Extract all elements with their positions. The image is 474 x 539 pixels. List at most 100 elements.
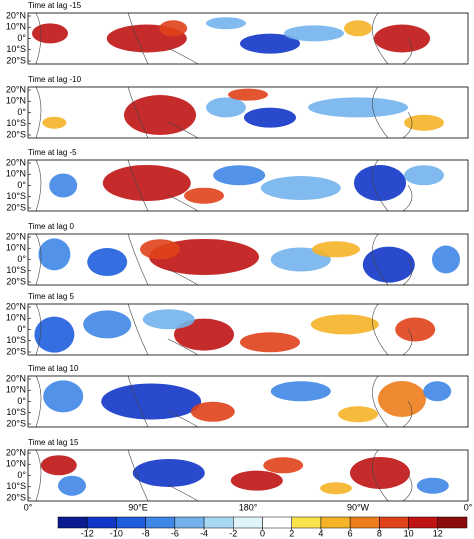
colorbar-label: -8 bbox=[142, 528, 150, 538]
colorbar-label: -10 bbox=[110, 528, 123, 538]
anomaly-blob bbox=[132, 458, 205, 487]
colorbar-box bbox=[86, 516, 117, 529]
anomaly-blob bbox=[378, 380, 426, 417]
anomaly-blob bbox=[190, 401, 235, 422]
anomaly-blob bbox=[58, 475, 86, 496]
colorbar-box bbox=[233, 516, 263, 529]
lat-label: 20°S bbox=[6, 55, 26, 65]
coastline bbox=[35, 450, 413, 501]
panel-title: Time at lag 5 bbox=[28, 292, 74, 301]
lat-label: 10°S bbox=[6, 335, 26, 345]
colorbar-label: -2 bbox=[229, 528, 237, 538]
anomaly-blob bbox=[142, 309, 195, 330]
coastline bbox=[35, 304, 413, 355]
lat-label: 20°N bbox=[6, 157, 26, 167]
colorbar-label: 10 bbox=[404, 528, 414, 538]
anomaly-blob bbox=[230, 470, 283, 491]
coastline bbox=[35, 13, 413, 64]
field bbox=[35, 450, 449, 501]
field bbox=[32, 13, 430, 64]
colorbar-box bbox=[320, 516, 351, 529]
field bbox=[35, 160, 444, 211]
colorbar-label: -12 bbox=[81, 528, 94, 538]
colorbar-box bbox=[145, 516, 176, 529]
anomaly-blob bbox=[206, 17, 246, 30]
anomaly-blob bbox=[43, 380, 84, 413]
anomaly-blob bbox=[101, 383, 202, 420]
colorbar-label: 12 bbox=[433, 528, 443, 538]
lat-label: 0° bbox=[17, 396, 26, 406]
anomaly-blob bbox=[159, 20, 188, 37]
anomaly-blob bbox=[140, 239, 180, 260]
anomaly-blob bbox=[34, 316, 75, 353]
lat-label: 20°S bbox=[6, 346, 26, 356]
colorbar-label: 8 bbox=[377, 528, 382, 538]
colorbar-box bbox=[262, 516, 292, 529]
lon-label: 180° bbox=[239, 502, 258, 512]
panel-title: Time at lag -15 bbox=[28, 1, 82, 10]
anomaly-blob bbox=[338, 406, 378, 423]
field bbox=[34, 304, 436, 355]
colorbar-label: 6 bbox=[348, 528, 353, 538]
lat-label: 0° bbox=[17, 180, 26, 190]
lat-label: 0° bbox=[17, 33, 26, 43]
lat-label: 10°N bbox=[6, 169, 26, 179]
lon-label: 90°E bbox=[128, 502, 148, 512]
anomaly-blob bbox=[206, 97, 246, 118]
lon-label: 0° bbox=[464, 502, 473, 512]
anomaly-blob bbox=[350, 456, 410, 489]
anomaly-blob bbox=[260, 176, 341, 201]
coastline bbox=[35, 234, 413, 285]
colorbar-box bbox=[116, 516, 146, 529]
lat-label: 0° bbox=[17, 470, 26, 480]
lat-label: 20°S bbox=[6, 492, 26, 502]
anomaly-blob bbox=[344, 20, 372, 37]
colorbar-box bbox=[349, 516, 380, 529]
field bbox=[35, 376, 452, 427]
panel-title: Time at lag 0 bbox=[28, 222, 74, 231]
lat-label: 10°S bbox=[6, 265, 26, 275]
anomaly-blob bbox=[240, 33, 300, 54]
lat-label: 10°N bbox=[6, 22, 26, 32]
anomaly-blob bbox=[42, 116, 67, 129]
lat-label: 10°S bbox=[6, 481, 26, 491]
lat-label: 10°S bbox=[6, 118, 26, 128]
coastline bbox=[35, 87, 413, 138]
lat-label: 20°N bbox=[6, 10, 26, 20]
colorbar-label: 0 bbox=[260, 528, 265, 538]
anomaly-blob bbox=[83, 310, 132, 339]
anomaly-blob bbox=[354, 164, 406, 201]
anomaly-blob bbox=[284, 25, 344, 42]
coastline bbox=[35, 376, 413, 427]
lat-label: 10°S bbox=[6, 44, 26, 54]
colorbar-box bbox=[57, 516, 88, 529]
anomaly-blob bbox=[310, 314, 379, 335]
colorbar-box bbox=[203, 516, 234, 529]
panel-title: Time at lag -10 bbox=[28, 75, 82, 84]
lat-label: 0° bbox=[17, 324, 26, 334]
lat-label: 20°N bbox=[6, 84, 26, 94]
coastline bbox=[35, 160, 413, 211]
anomaly-blob bbox=[40, 455, 77, 476]
lat-label: 20°N bbox=[6, 231, 26, 241]
anomaly-blob bbox=[432, 245, 460, 274]
lat-label: 10°N bbox=[6, 459, 26, 469]
anomaly-blob bbox=[374, 24, 430, 53]
colorbar-box bbox=[291, 516, 322, 529]
lat-label: 20°S bbox=[6, 276, 26, 286]
lon-label: 90°W bbox=[347, 502, 370, 512]
colorbar-label: -4 bbox=[200, 528, 208, 538]
anomaly-blob bbox=[32, 23, 68, 44]
lon-label: 0° bbox=[24, 502, 33, 512]
anomaly-blob bbox=[320, 482, 352, 495]
colorbar-label: 2 bbox=[289, 528, 294, 538]
lat-label: 20°S bbox=[6, 129, 26, 139]
anomaly-blob bbox=[404, 165, 444, 186]
anomaly-blob bbox=[49, 173, 78, 198]
lat-label: 10°S bbox=[6, 191, 26, 201]
colorbar-box bbox=[408, 516, 439, 529]
anomaly-blob bbox=[124, 95, 196, 136]
lat-label: 20°N bbox=[6, 447, 26, 457]
anomaly-blob bbox=[395, 317, 436, 342]
anomaly-blob bbox=[174, 318, 234, 351]
